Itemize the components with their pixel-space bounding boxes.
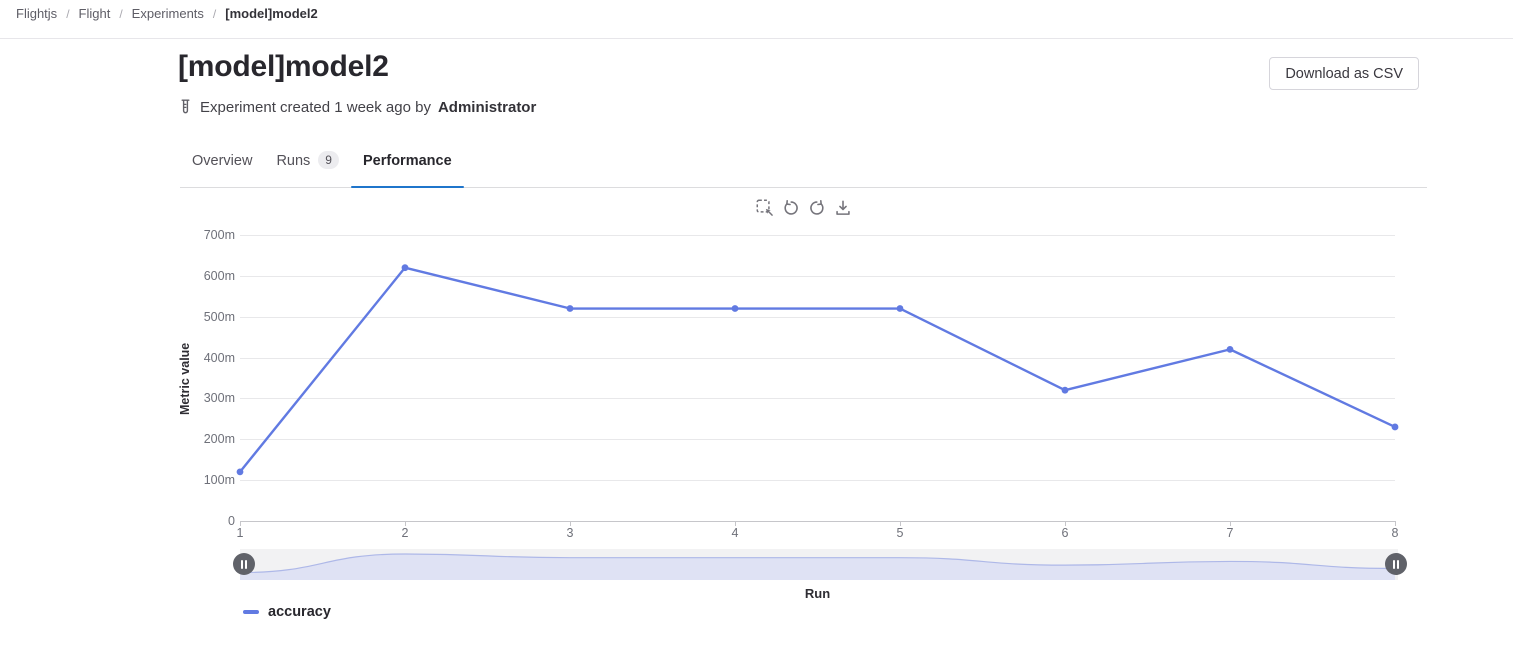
y-tick-label: 300m <box>203 391 235 406</box>
x-tick-mark <box>1065 521 1066 526</box>
tab-overview-label: Overview <box>192 153 253 169</box>
datazoom-slider[interactable] <box>239 549 1398 580</box>
redo-icon[interactable] <box>807 198 827 218</box>
y-tick-label: 500m <box>203 309 235 324</box>
gridline <box>240 357 1395 359</box>
data-point <box>1391 423 1399 431</box>
data-point <box>401 264 409 272</box>
breadcrumb-item-group[interactable]: Flightjs <box>16 6 58 21</box>
x-tick-label: 4 <box>731 526 739 540</box>
gridline <box>240 316 1395 318</box>
x-tick-mark <box>405 521 406 526</box>
download-icon[interactable] <box>833 198 853 218</box>
y-tick-label: 200m <box>203 432 235 447</box>
x-tick-mark <box>900 521 901 526</box>
active-tab-underline <box>350 186 464 188</box>
x-tick-mark <box>1395 521 1396 526</box>
x-axis-line <box>240 520 1395 522</box>
data-point <box>731 305 739 312</box>
tab-overview[interactable]: Overview <box>180 145 264 187</box>
y-tick-label: 700m <box>203 228 235 242</box>
x-tick-label: 8 <box>1391 526 1399 540</box>
page-title: [model]model2 <box>178 50 389 83</box>
x-axis-title: Run <box>804 586 831 601</box>
undo-icon[interactable] <box>781 198 801 218</box>
x-tick-label: 7 <box>1226 526 1234 540</box>
series-line-accuracy <box>239 266 1396 473</box>
tab-runs-label: Runs <box>276 153 311 169</box>
meta-author: Administrator <box>437 99 537 116</box>
tab-performance-label: Performance <box>362 153 452 169</box>
tabs: Overview Runs 9 Performance <box>180 145 1427 188</box>
tab-runs[interactable]: Runs 9 <box>264 145 351 187</box>
x-tick-label: 3 <box>566 526 574 540</box>
data-point <box>1061 386 1069 394</box>
data-point <box>236 468 244 476</box>
metrics-chart: Metric value 0 100m 200m 300m 400m 500m 600m 70… <box>0 218 1513 650</box>
breadcrumb-item-current: [model]model2 <box>225 6 318 21</box>
breadcrumb-separator: / <box>212 7 217 21</box>
marquee-zoom-icon[interactable] <box>755 198 775 218</box>
breadcrumb-bar: Flightjs / Flight / Experiments / [model… <box>0 0 1513 39</box>
x-tick-label: 2 <box>401 526 409 540</box>
x-tick-mark <box>240 521 241 526</box>
data-point <box>566 305 574 312</box>
gridline <box>240 398 1395 400</box>
y-tick-label: 100m <box>203 473 235 488</box>
datazoom-preview <box>239 553 1396 580</box>
slider-handle-right[interactable] <box>1385 553 1407 575</box>
x-tick-mark <box>570 521 571 526</box>
y-tick-label: 0 <box>228 513 235 528</box>
x-tick-mark <box>1230 521 1231 526</box>
x-tick-label: 1 <box>236 526 244 540</box>
gridline <box>240 439 1395 441</box>
experiment-meta: Experiment created 1 week ago by Adminis… <box>178 99 536 116</box>
gridline <box>240 480 1395 482</box>
legend-label: accuracy <box>268 604 331 620</box>
legend-item-accuracy[interactable]: accuracy <box>243 604 331 620</box>
y-tick-label: 400m <box>203 350 235 365</box>
breadcrumb-item-experiments[interactable]: Experiments <box>131 6 204 21</box>
gridline <box>240 275 1395 277</box>
tab-performance[interactable]: Performance <box>350 145 464 188</box>
experiment-icon <box>178 99 193 116</box>
breadcrumb-separator: / <box>119 7 123 21</box>
download-csv-button[interactable]: Download as CSV <box>1269 57 1419 90</box>
breadcrumb-separator: / <box>66 7 70 21</box>
runs-count-badge: 9 <box>318 151 339 169</box>
slider-handle-left[interactable] <box>233 553 255 575</box>
legend-marker <box>243 609 259 615</box>
chart-toolbar <box>755 198 853 218</box>
x-tick-label: 5 <box>896 526 904 540</box>
gridline <box>240 235 1395 236</box>
breadcrumb-item-project[interactable]: Flight <box>78 6 111 21</box>
x-tick-mark <box>735 521 736 526</box>
y-tick-label: 600m <box>203 268 235 283</box>
data-point <box>1226 345 1234 353</box>
meta-text: Experiment created 1 week ago by <box>200 99 431 116</box>
x-tick-label: 6 <box>1061 526 1069 540</box>
data-point <box>896 305 904 312</box>
breadcrumb: Flightjs / Flight / Experiments / [model… <box>16 6 318 22</box>
